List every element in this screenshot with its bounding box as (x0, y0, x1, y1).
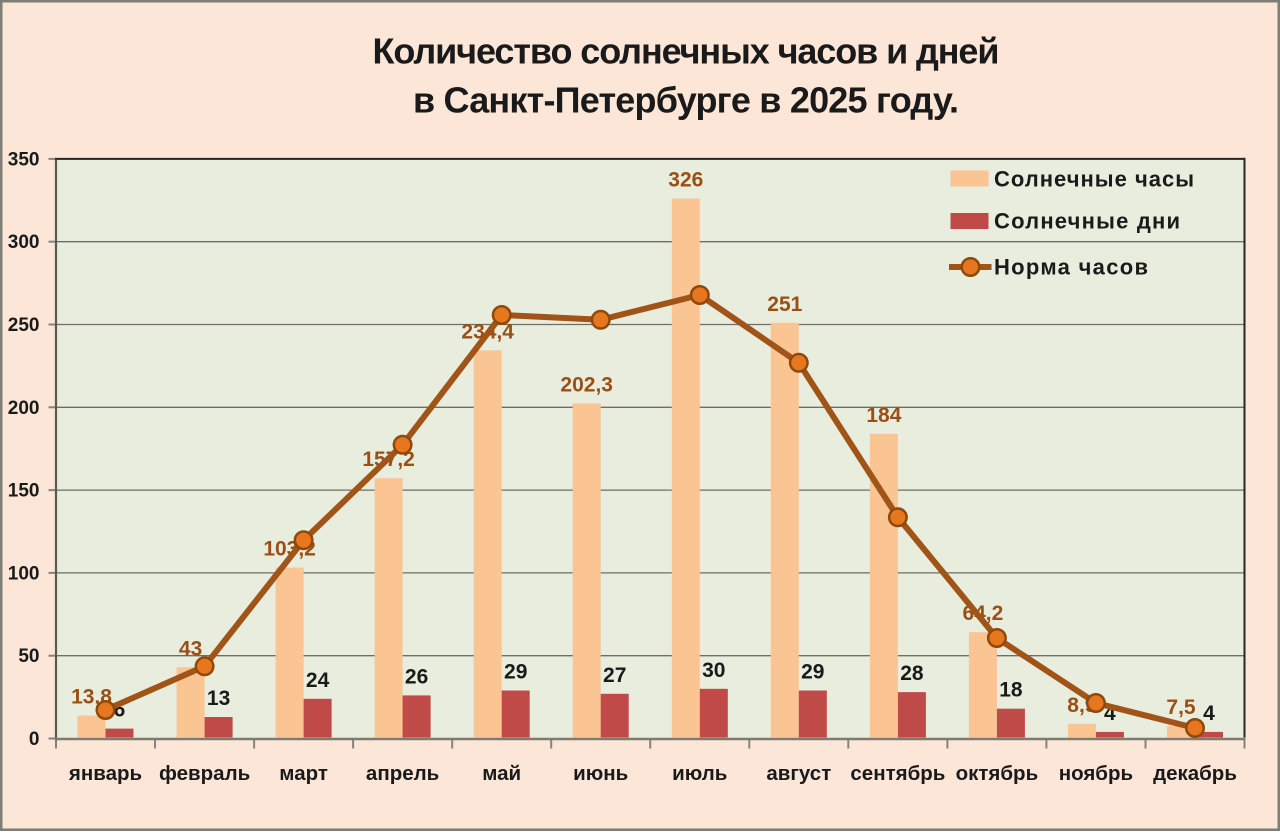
svg-text:100: 100 (8, 563, 40, 584)
svg-text:апрель: апрель (366, 762, 439, 785)
svg-text:7,5: 7,5 (1166, 696, 1196, 719)
svg-text:326: 326 (668, 169, 703, 192)
svg-text:4: 4 (1203, 702, 1215, 725)
svg-text:24: 24 (306, 669, 330, 692)
svg-text:50: 50 (18, 646, 39, 667)
svg-text:февраль: февраль (159, 762, 250, 785)
svg-text:43: 43 (179, 637, 202, 660)
svg-text:0: 0 (29, 729, 40, 750)
svg-text:202,3: 202,3 (560, 374, 613, 397)
svg-text:18: 18 (999, 679, 1023, 702)
svg-text:Норма часов: Норма часов (994, 255, 1148, 280)
svg-text:250: 250 (8, 315, 40, 336)
svg-text:ноябрь: ноябрь (1059, 762, 1133, 785)
svg-text:6: 6 (114, 699, 126, 722)
svg-text:Солнечные часы: Солнечные часы (994, 167, 1194, 192)
svg-text:в Санкт-Петербурге в 2025 году: в Санкт-Петербурге в 2025 году. (413, 80, 959, 121)
svg-text:октябрь: октябрь (956, 762, 1039, 785)
svg-text:300: 300 (8, 232, 40, 253)
svg-text:28: 28 (900, 662, 924, 685)
svg-text:Солнечные дни: Солнечные дни (994, 209, 1180, 234)
svg-text:13: 13 (207, 687, 230, 710)
svg-text:350: 350 (8, 149, 40, 170)
svg-text:январь: январь (68, 762, 142, 785)
svg-text:сентябрь: сентябрь (850, 762, 945, 785)
svg-text:150: 150 (8, 481, 40, 502)
svg-text:30: 30 (702, 659, 725, 682)
svg-text:251: 251 (767, 293, 802, 316)
svg-text:Количество солнечных часов и д: Количество солнечных часов и дней (373, 31, 1000, 72)
svg-text:29: 29 (801, 661, 824, 684)
svg-text:август: август (766, 762, 831, 785)
svg-text:май: май (482, 762, 521, 785)
svg-text:июль: июль (672, 762, 727, 785)
svg-text:декабрь: декабрь (1153, 762, 1237, 785)
svg-text:200: 200 (8, 398, 40, 419)
svg-text:март: март (279, 762, 328, 785)
svg-text:27: 27 (603, 664, 626, 687)
svg-text:29: 29 (504, 661, 527, 684)
svg-text:26: 26 (405, 665, 428, 688)
svg-text:июнь: июнь (573, 762, 628, 785)
svg-text:184: 184 (866, 404, 901, 427)
